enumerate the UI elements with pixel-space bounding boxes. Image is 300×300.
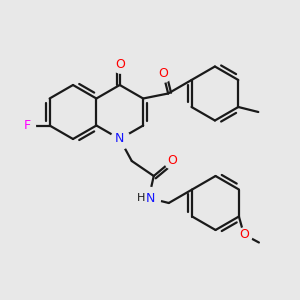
Text: O: O xyxy=(239,228,249,241)
Text: O: O xyxy=(167,154,177,167)
Text: F: F xyxy=(24,119,31,132)
Text: O: O xyxy=(115,58,125,71)
Text: H: H xyxy=(136,193,145,203)
Text: O: O xyxy=(158,67,168,80)
Text: N: N xyxy=(115,133,124,146)
Text: N: N xyxy=(146,191,155,205)
